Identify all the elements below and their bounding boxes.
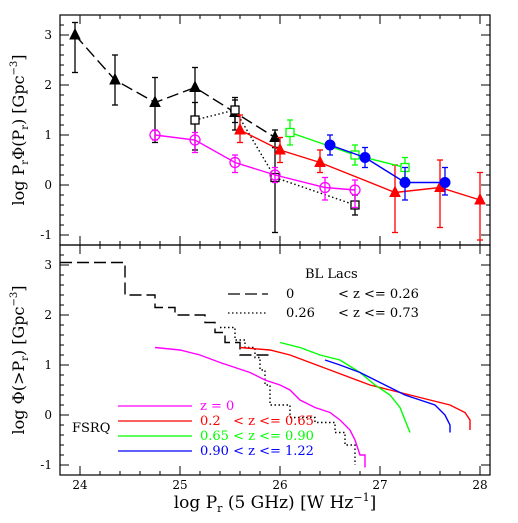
series-fsrq_z3 [324, 134, 451, 201]
data-point-marker [474, 192, 486, 205]
data-point-marker [229, 156, 241, 169]
fsrq-legend-text-z2: 0.65 < z <= 0.90 [200, 429, 314, 444]
data-point-marker [274, 142, 286, 155]
bottom-y-label-end: ] [9, 286, 28, 292]
bl-legend-row-high-a: 0.26 [286, 306, 315, 321]
x-tick-label: 28 [472, 478, 487, 492]
x-label-pre: log P [174, 493, 217, 513]
data-point-marker [109, 72, 121, 85]
series-line-fsrq_z1 [239, 129, 481, 201]
bl-legend-title: BL Lacs [305, 267, 358, 282]
series-line-fsrq_z0 [154, 346, 366, 468]
x-label-sub1: r [217, 502, 223, 515]
series-line-fsrq_z2 [289, 131, 406, 169]
fsrq-legend-text-z0: z = 0 [200, 399, 234, 414]
bottom-y-label-pre: log Φ(>P [9, 361, 28, 435]
y-tick-label: 2 [44, 308, 52, 322]
data-point-marker [69, 27, 81, 40]
x-label-sup: −1 [353, 491, 369, 504]
bl-lacs-legend: BL Lacs 0 < z <= 0.26 0.26 < z <= 0.73 [228, 267, 419, 321]
bottom-y-label-sub1: r [20, 356, 31, 361]
x-label-end: ] [370, 493, 377, 513]
y-tick-label: 3 [44, 258, 52, 272]
data-point-marker [349, 184, 361, 196]
data-point-marker [269, 130, 281, 142]
bottom-panel-series [60, 261, 471, 468]
bottom-y-axis-label: log Φ(>Pr) [Gpc−3] [9, 286, 31, 435]
top-y-label-sub1: r [20, 160, 31, 165]
data-point-marker [314, 155, 326, 167]
x-axis-label: log Pr (5 GHz) [W Hz−1] [174, 491, 376, 515]
y-tick-label: 1 [44, 358, 52, 372]
y-tick-label: 3 [44, 28, 52, 42]
x-tick-label: 24 [72, 478, 88, 492]
top-y-label-pre: log P [9, 164, 28, 205]
series-fsrq_z0 [149, 129, 361, 209]
data-point-marker [399, 177, 411, 188]
series-line-fsrq_z3 [324, 359, 451, 433]
y-tick-label: 0 [44, 408, 52, 422]
series-fsrq_z2 [285, 119, 410, 179]
data-point-marker [234, 122, 246, 135]
data-point-marker [269, 169, 281, 181]
bottom-y-label-post: ) [Gpc [9, 306, 28, 356]
series-line-bl_low [60, 261, 270, 356]
series-fsrq_z1 [234, 114, 486, 241]
data-point-marker [324, 139, 336, 151]
bl-legend-row-low-a: 0 [286, 287, 294, 302]
series-line-fsrq_z3 [329, 144, 445, 184]
top-y-label-sub2: r [20, 125, 31, 130]
top-y-label-sup: −3 [9, 61, 20, 76]
bottom-panel-frame [59, 244, 491, 476]
fsrq-legend: FSRQ z = 0 0.2 < z <= 0.65 0.65 < z <= 0… [72, 399, 314, 459]
bl-legend-row-high-b: < z <= 0.73 [338, 306, 419, 321]
bl-legend-row-low-b: < z <= 0.26 [338, 287, 419, 302]
data-point-marker [190, 115, 200, 125]
data-point-marker [285, 127, 295, 138]
x-tick-label: 27 [372, 478, 387, 492]
y-tick-label: 1 [44, 128, 52, 142]
top-y-label-end: ] [9, 54, 28, 60]
data-point-marker [359, 152, 371, 163]
y-tick-label: 0 [44, 178, 52, 192]
top-panel-series [69, 21, 486, 241]
series-bl_high [190, 99, 360, 234]
data-point-marker [389, 185, 401, 197]
series-line-bl_low [74, 34, 276, 139]
data-point-marker [189, 134, 201, 146]
series-bl_low [69, 21, 281, 149]
data-point-marker [319, 181, 331, 194]
top-y-label-post: ) [Gpc [9, 75, 28, 125]
y-tick-label: -1 [40, 458, 52, 472]
top-panel-ticks: -1 0 1 2 3 [40, 14, 490, 246]
top-y-axis-label: log PrΦ(Pr) [Gpc−3] [9, 54, 31, 205]
top-y-label-mid: Φ(P [9, 130, 28, 160]
x-tick-label: 25 [172, 478, 187, 492]
data-point-marker [189, 80, 201, 92]
data-point-marker [439, 177, 451, 188]
x-tick-label: 26 [272, 478, 287, 492]
y-tick-label: -1 [40, 228, 52, 242]
fsrq-legend-text-z3: 0.90 < z <= 1.22 [200, 444, 314, 459]
y-tick-label: 2 [44, 78, 52, 92]
data-point-marker [149, 129, 161, 141]
data-point-marker [149, 95, 161, 107]
fsrq-legend-text-z1: 0.2 < z <= 0.65 [200, 414, 314, 429]
x-label-post: (5 GHz) [W Hz [222, 493, 353, 513]
series-line-bl_high [194, 109, 356, 206]
series-line-fsrq_z2 [279, 341, 411, 433]
data-point-marker [230, 105, 240, 115]
fsrq-legend-title: FSRQ [72, 421, 110, 436]
bottom-y-label-sup: −3 [9, 292, 20, 307]
